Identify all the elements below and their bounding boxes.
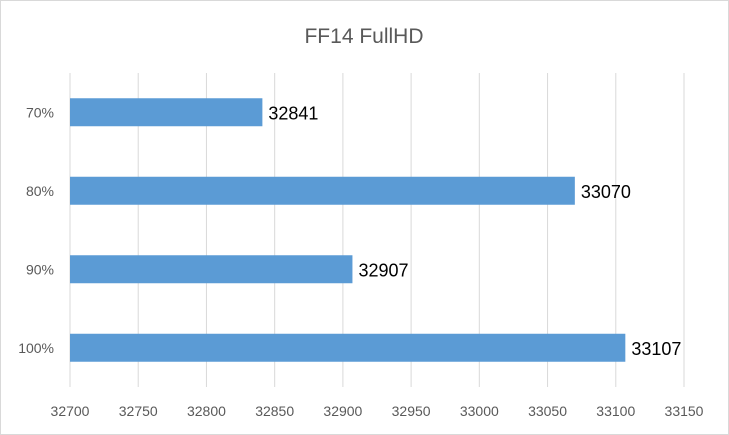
data-label: 32841 [268,103,318,123]
data-labels: 32841 33070 32907 33107 [268,103,681,359]
bar [70,98,263,127]
x-tick-label: 32950 [392,403,431,419]
x-tick-label: 33000 [460,403,499,419]
x-tick-label: 33150 [665,403,704,419]
value-axis: 32700 32750 32800 32850 32900 32950 33000 33050… [51,403,704,419]
category-label: 90% [26,261,54,277]
bar [70,255,353,284]
bar [70,333,626,362]
x-tick-label: 32900 [323,403,362,419]
x-tick-label: 32850 [255,403,294,419]
category-axis: 70% 80% 90% 100% [18,104,54,356]
chart-title: FF14 FullHD [304,25,423,48]
x-tick-label: 32750 [119,403,158,419]
x-tick-label: 33100 [596,403,635,419]
data-label: 33107 [631,339,681,359]
x-tick-label: 32700 [51,403,90,419]
bar [70,176,575,205]
category-label: 80% [26,183,54,199]
data-label: 33070 [581,182,631,202]
category-label: 100% [18,340,54,356]
x-tick-label: 33050 [528,403,567,419]
data-label: 32907 [358,260,408,280]
bars [70,98,626,362]
category-label: 70% [26,104,54,120]
x-tick-label: 32800 [187,403,226,419]
